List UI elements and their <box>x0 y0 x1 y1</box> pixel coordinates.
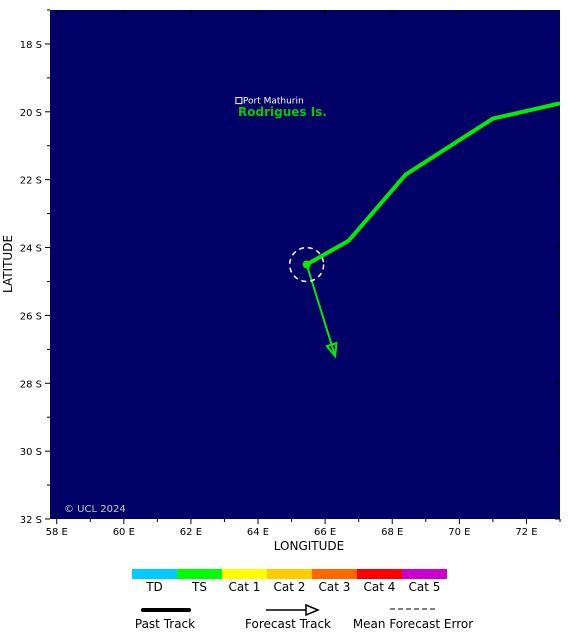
lat-tick-label: 32 S <box>20 515 42 526</box>
forecast-track-line <box>305 264 337 357</box>
intensity-swatch <box>177 569 222 579</box>
lat-tick-label: 24 S <box>20 244 42 255</box>
axis-ticks: 58 E 60 E 62 E 64 E 66 E 68 E 70 E 72 E 18 S 20 S… <box>20 9 561 538</box>
lat-tick-label: 28 S <box>20 379 42 390</box>
intensity-swatch <box>132 569 177 579</box>
lat-tick-label: 30 S <box>20 447 42 458</box>
intensity-swatch <box>222 569 267 579</box>
forecast-arrow-icon <box>325 341 338 359</box>
forecast-track-label: Forecast Track <box>245 617 331 631</box>
lon-tick-label: 66 E <box>314 527 336 538</box>
intensity-swatch <box>402 569 447 579</box>
current-position-marker <box>302 260 311 269</box>
rodrigues-island-label: Rodrigues Is. <box>238 105 327 119</box>
lat-tick-label: 18 S <box>20 40 42 51</box>
past-track-line <box>305 101 560 267</box>
lon-tick-label: 68 E <box>381 527 403 538</box>
lon-tick-label: 62 E <box>180 527 202 538</box>
port-mathurin-label: Port Mathurin <box>243 97 304 107</box>
lat-tick-label: 20 S <box>20 108 42 119</box>
intensity-label: TD <box>145 580 163 594</box>
lon-tick-label: 64 E <box>247 527 269 538</box>
intensity-swatch <box>357 569 402 579</box>
intensity-label: Cat 3 <box>319 580 351 594</box>
intensity-label: Cat 4 <box>364 580 396 594</box>
intensity-swatch <box>312 569 357 579</box>
track-legend: Past Track Forecast Track Mean Forecast … <box>135 603 473 631</box>
intensity-swatch <box>267 569 312 579</box>
storm-tracks <box>288 101 560 359</box>
forecast-arrow-icon <box>305 603 320 617</box>
lon-tick-label: 70 E <box>448 527 470 538</box>
lon-tick-label: 72 E <box>515 527 537 538</box>
lat-tick-label: 26 S <box>20 311 42 322</box>
port-marker-icon <box>235 97 243 105</box>
intensity-label: TS <box>191 580 207 594</box>
place-labels: Port Mathurin Rodrigues Is. <box>235 97 327 119</box>
intensity-legend: TD TS Cat 1 Cat 2 Cat 3 Cat 4 Cat 5 <box>132 569 447 594</box>
x-axis-title: LONGITUDE <box>274 539 344 553</box>
past-track-label: Past Track <box>135 617 195 631</box>
lon-tick-label: 60 E <box>113 527 135 538</box>
mean-error-label: Mean Forecast Error <box>353 617 473 631</box>
intensity-label: Cat 1 <box>229 580 261 594</box>
intensity-label: Cat 2 <box>274 580 306 594</box>
intensity-label: Cat 5 <box>409 580 441 594</box>
lon-tick-label: 58 E <box>46 527 68 538</box>
copyright-text: © UCL 2024 <box>64 504 126 515</box>
y-axis-title: LATITUDE <box>1 235 15 293</box>
lat-tick-label: 22 S <box>20 176 42 187</box>
forecast-error-circle <box>288 246 325 283</box>
